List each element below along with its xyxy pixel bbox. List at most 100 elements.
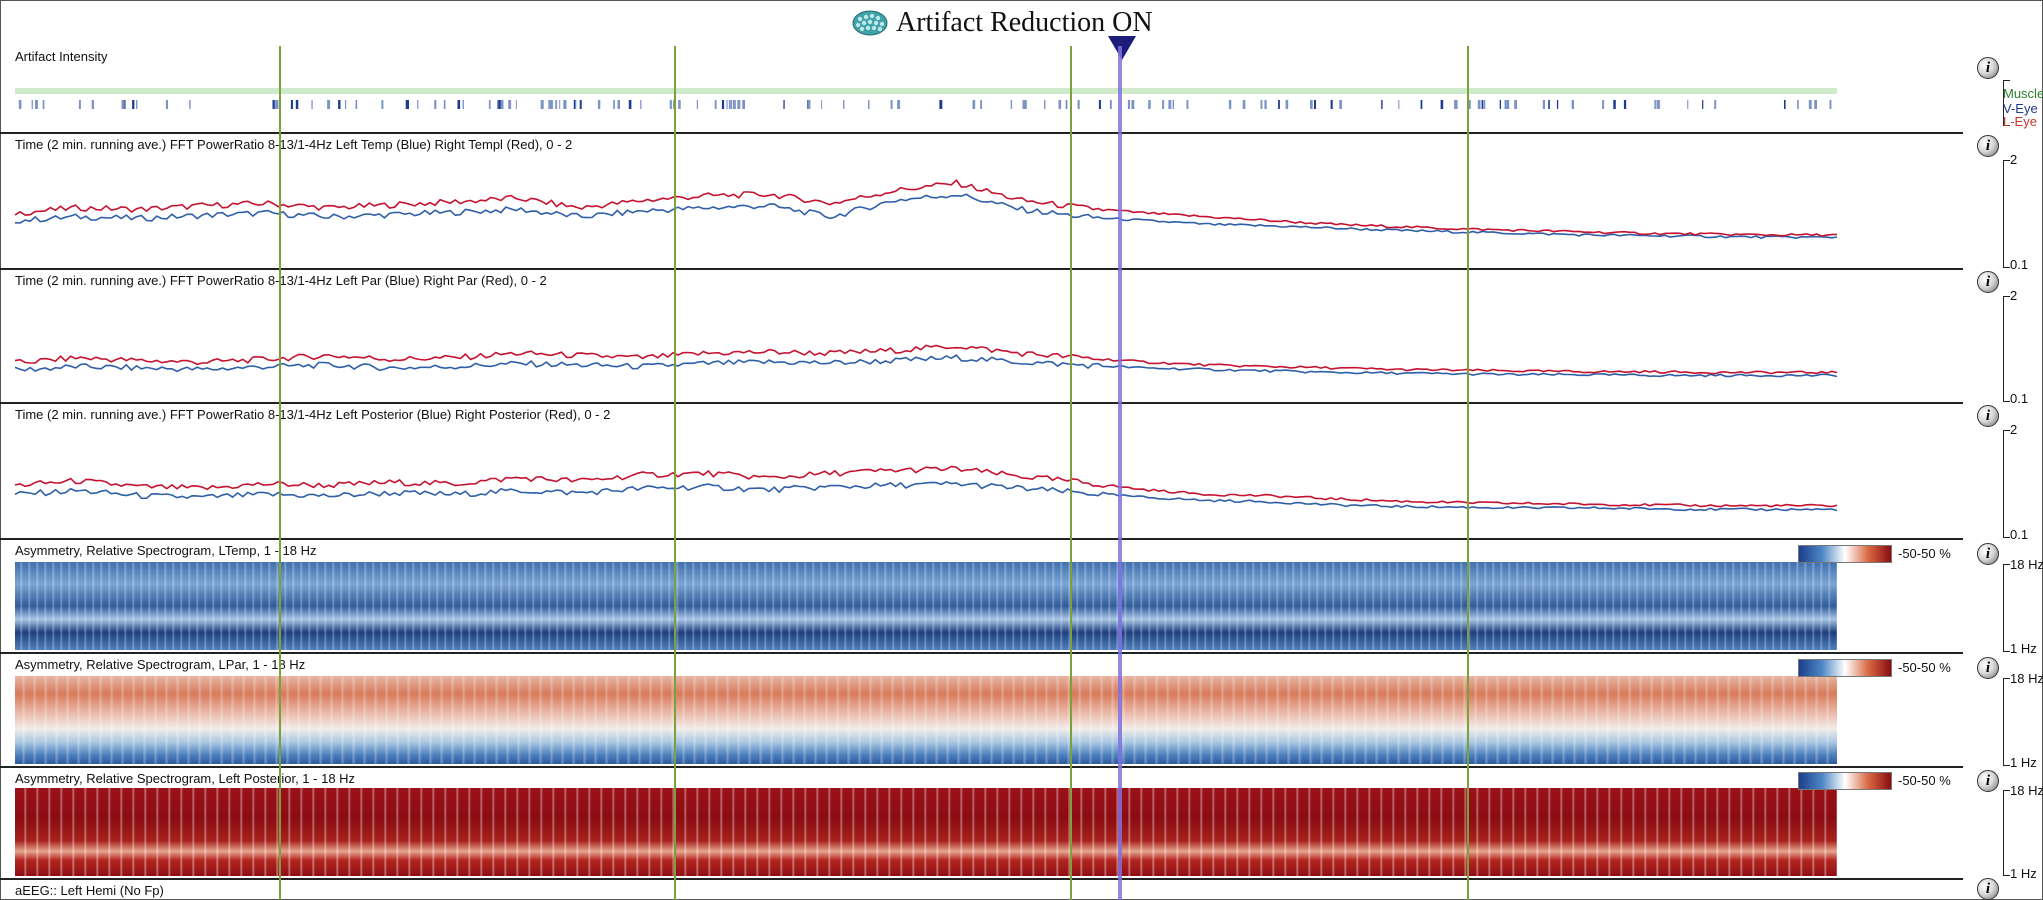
artifact-tick bbox=[868, 100, 870, 109]
info-icon[interactable]: i bbox=[1977, 405, 1999, 427]
info-icon[interactable]: i bbox=[1977, 135, 1999, 157]
event-marker-line[interactable] bbox=[1070, 46, 1072, 900]
scale-top-label: 2 bbox=[2010, 422, 2018, 437]
artifact-tick bbox=[338, 100, 341, 109]
artifact-tick bbox=[890, 100, 893, 109]
artifact-tick bbox=[1022, 100, 1025, 109]
time-cursor-line[interactable] bbox=[1118, 46, 1122, 900]
artifact-tick bbox=[1499, 100, 1501, 109]
red-series-line bbox=[14, 465, 1838, 508]
artifact-tick bbox=[1339, 100, 1342, 109]
artifact-tick bbox=[381, 100, 384, 109]
artifact-tick bbox=[1381, 100, 1383, 109]
artifact-tick bbox=[1714, 100, 1717, 109]
artifact-tick bbox=[1010, 100, 1013, 109]
artifact-tick bbox=[980, 100, 982, 109]
artifact-tick bbox=[597, 100, 601, 109]
artifact-tick bbox=[1623, 100, 1627, 109]
info-icon[interactable]: i bbox=[1977, 543, 1999, 565]
artifact-tick bbox=[91, 100, 94, 109]
scale-top-label: 2 bbox=[2010, 288, 2018, 303]
info-icon[interactable]: i bbox=[1977, 57, 1999, 79]
scale-top-label: 18 Hz bbox=[2010, 557, 2043, 572]
event-marker-line[interactable] bbox=[674, 46, 676, 900]
scale-bracket bbox=[2003, 296, 2010, 402]
artifact-tick bbox=[728, 100, 731, 109]
artifact-tick bbox=[35, 100, 38, 109]
brain-icon bbox=[852, 10, 888, 36]
artifact-tick bbox=[540, 100, 544, 109]
artifact-tick bbox=[1702, 100, 1704, 109]
artifact-reduction-toggle[interactable]: Artifact Reduction ON bbox=[852, 7, 1153, 38]
info-icon[interactable]: i bbox=[1977, 770, 1999, 792]
scale-bottom-label: 1 Hz bbox=[2010, 866, 2037, 881]
panel-title: Time (2 min. running ave.) FFT PowerRati… bbox=[15, 137, 573, 152]
artifact-tick bbox=[462, 100, 464, 109]
event-marker-line[interactable] bbox=[279, 46, 281, 900]
artifact-tick bbox=[1440, 100, 1444, 109]
spectrogram-panel-ltemp: Asymmetry, Relative Spectrogram, LTemp, … bbox=[0, 540, 1963, 654]
artifact-tick bbox=[1504, 100, 1507, 109]
artifact-tick bbox=[1398, 100, 1400, 109]
artifact-tick bbox=[1483, 100, 1486, 109]
artifact-tick bbox=[121, 100, 125, 109]
time-cursor-handle[interactable] bbox=[1108, 36, 1136, 60]
info-icon[interactable]: i bbox=[1977, 878, 1999, 900]
artifact-tick bbox=[821, 100, 823, 109]
artifact-tick bbox=[721, 100, 725, 109]
artifact-tick bbox=[1242, 100, 1246, 109]
aeeg-panel-title: aEEG:: Left Hemi (No Fp) bbox=[15, 883, 164, 898]
artifact-tick bbox=[1314, 100, 1316, 109]
artifact-tick bbox=[42, 100, 45, 109]
artifact-tick bbox=[1109, 100, 1112, 109]
artifact-tick bbox=[783, 100, 785, 109]
trend-chart-temp bbox=[14, 179, 1838, 240]
artifact-tick bbox=[1172, 100, 1174, 109]
info-icon[interactable]: i bbox=[1977, 271, 1999, 293]
artifact-tick bbox=[488, 100, 491, 109]
info-icon[interactable]: i bbox=[1977, 657, 1999, 679]
event-marker-line[interactable] bbox=[1467, 46, 1469, 900]
artifact-tick bbox=[1186, 100, 1189, 109]
header: Artifact Reduction ON bbox=[0, 0, 2043, 60]
artifact-tick bbox=[18, 100, 22, 109]
artifact-tick bbox=[165, 100, 168, 109]
artifact-tick bbox=[1467, 100, 1471, 109]
artifact-tick bbox=[559, 100, 561, 109]
artifact-tick bbox=[1420, 100, 1423, 109]
artifact-tick bbox=[1613, 100, 1616, 109]
artifact-tick bbox=[1285, 100, 1289, 109]
artifact-tick bbox=[515, 100, 517, 109]
artifact-tick bbox=[1797, 100, 1799, 109]
artifact-tick bbox=[843, 100, 845, 109]
artifact-tick bbox=[1310, 100, 1313, 109]
artifact-tick bbox=[1077, 100, 1080, 109]
artifact-tick bbox=[550, 100, 553, 109]
artifact-tick bbox=[555, 100, 558, 109]
artifact-tick bbox=[1514, 100, 1517, 109]
scale-bottom-label: 1 Hz bbox=[2010, 641, 2037, 656]
artifact-tick bbox=[1127, 100, 1130, 109]
artifact-tick bbox=[275, 100, 278, 109]
spectrogram-ltemp bbox=[15, 562, 1837, 650]
scale-bracket bbox=[2003, 160, 2010, 268]
artifact-tick bbox=[808, 100, 811, 109]
artifact-tick bbox=[1506, 100, 1510, 109]
artifact-tick bbox=[1687, 100, 1689, 109]
artifact-tick bbox=[617, 100, 620, 109]
spectrogram-left-posterior bbox=[15, 788, 1837, 876]
artifact-tick bbox=[1148, 100, 1151, 109]
artifact-tick bbox=[189, 100, 191, 109]
artifact-tick bbox=[678, 100, 681, 109]
artifact-tick bbox=[295, 100, 299, 109]
artifact-tick bbox=[1264, 100, 1267, 109]
artifact-tick bbox=[78, 100, 81, 109]
trend-panel-posterior: Time (2 min. running ave.) FFT PowerRati… bbox=[0, 404, 1963, 540]
artifact-tick bbox=[565, 100, 567, 109]
artifact-tick bbox=[1454, 100, 1458, 109]
artifact-tick bbox=[1808, 100, 1812, 109]
artifact-tick bbox=[1058, 100, 1062, 109]
artifact-tick bbox=[1556, 100, 1559, 109]
artifact-tick bbox=[443, 100, 446, 109]
artifact-tick bbox=[123, 100, 126, 109]
